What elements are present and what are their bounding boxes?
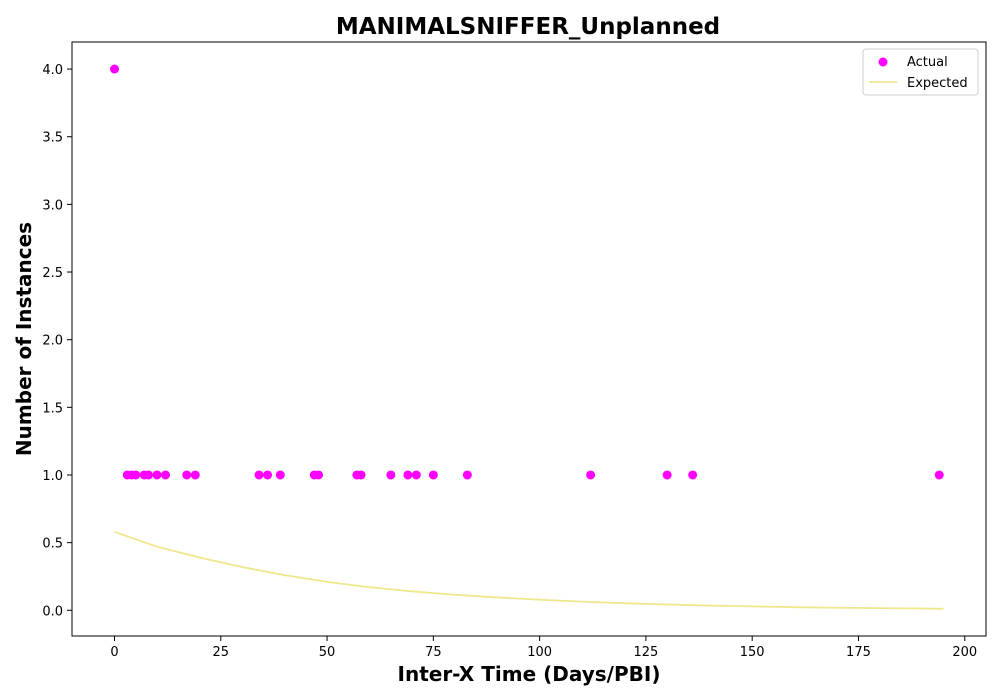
y-tick-label: 2.5 bbox=[42, 266, 63, 281]
legend-actual-label: Actual bbox=[907, 55, 948, 70]
y-axis-label: Number of Instances bbox=[12, 222, 36, 456]
actual-data-point bbox=[161, 470, 171, 480]
actual-data-point bbox=[263, 470, 273, 480]
x-tick-label: 200 bbox=[952, 645, 977, 660]
x-tick-label: 100 bbox=[527, 645, 552, 660]
y-tick-label: 4.0 bbox=[42, 63, 63, 78]
actual-data-point bbox=[662, 470, 672, 480]
x-tick-label: 150 bbox=[740, 645, 765, 660]
x-tick-label: 0 bbox=[110, 645, 118, 660]
actual-data-point bbox=[190, 470, 200, 480]
actual-data-point bbox=[144, 470, 154, 480]
expected-series-line bbox=[114, 530, 944, 610]
y-tick-label: 3.0 bbox=[42, 198, 63, 213]
x-axis-label: Inter-X Time (Days/PBI) bbox=[398, 662, 661, 686]
actual-data-point bbox=[152, 470, 162, 480]
actual-data-point bbox=[386, 470, 396, 480]
actual-series-points bbox=[110, 64, 944, 480]
y-tick-label: 1.0 bbox=[42, 469, 63, 484]
actual-data-point bbox=[428, 470, 438, 480]
x-tick-label: 25 bbox=[213, 645, 230, 660]
legend-actual-marker bbox=[878, 57, 888, 67]
actual-data-point bbox=[182, 470, 192, 480]
actual-data-point bbox=[411, 470, 421, 480]
actual-data-point bbox=[254, 470, 264, 480]
legend-expected-label: Expected bbox=[907, 76, 968, 91]
plot-area bbox=[71, 41, 987, 637]
x-tick-label: 125 bbox=[633, 645, 658, 660]
actual-data-point bbox=[462, 470, 472, 480]
y-tick-label: 0.0 bbox=[42, 604, 63, 619]
chart-title: MANIMALSNIFFER_Unplanned bbox=[336, 14, 720, 40]
legend: Actual Expected bbox=[862, 48, 979, 96]
legend-box bbox=[862, 48, 979, 96]
x-axis-ticks: 0 25 50 75 100 125 150 175 200 bbox=[110, 636, 977, 660]
x-tick-label: 175 bbox=[846, 645, 871, 660]
y-axis-ticks: 0.0 0.5 1.0 1.5 2.0 2.5 3.0 3.5 4.0 bbox=[42, 63, 72, 619]
actual-data-point bbox=[586, 470, 596, 480]
actual-data-point bbox=[275, 470, 285, 480]
actual-data-point bbox=[314, 470, 324, 480]
actual-data-point bbox=[688, 470, 698, 480]
actual-data-point bbox=[131, 470, 141, 480]
y-tick-label: 3.5 bbox=[42, 131, 63, 146]
x-tick-label: 75 bbox=[425, 645, 442, 660]
actual-data-point bbox=[934, 470, 944, 480]
y-tick-label: 0.5 bbox=[42, 537, 63, 552]
actual-data-point bbox=[356, 470, 366, 480]
actual-data-point bbox=[110, 64, 120, 74]
y-tick-label: 1.5 bbox=[42, 401, 63, 416]
x-tick-label: 50 bbox=[319, 645, 336, 660]
actual-data-point bbox=[403, 470, 413, 480]
y-tick-label: 2.0 bbox=[42, 334, 63, 349]
